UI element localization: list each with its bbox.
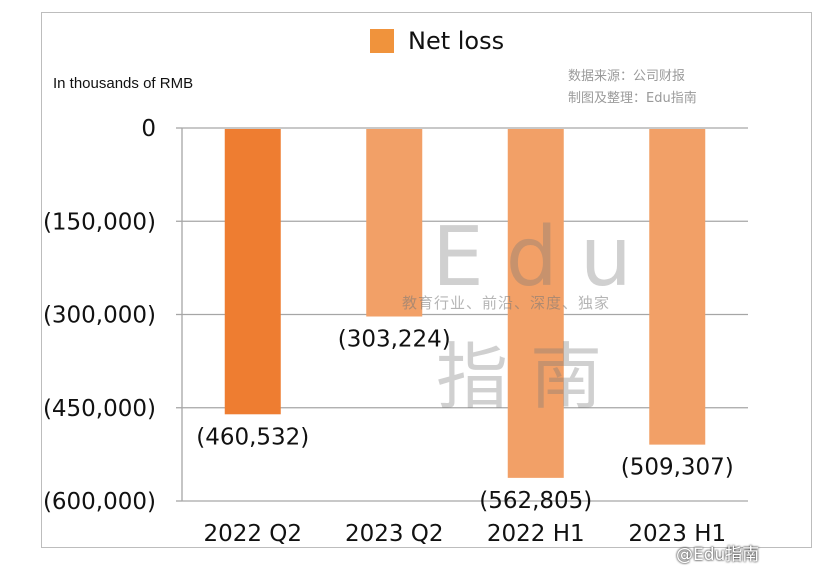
- bar: [649, 129, 706, 445]
- y-tick-label: (600,000): [43, 489, 156, 515]
- data-label: (303,224): [338, 327, 451, 353]
- source-note: 数据来源：公司财报 制图及整理：Edu指南: [568, 66, 697, 110]
- legend-label: Net loss: [408, 27, 505, 55]
- unit-label: In thousands of RMB: [53, 75, 194, 92]
- y-tick-label: (150,000): [43, 209, 156, 235]
- source-line-1: 数据来源：公司财报: [568, 69, 686, 84]
- y-tick-label: 0: [141, 116, 156, 142]
- data-label: (562,805): [479, 488, 592, 514]
- watermark-edu: Edu: [432, 210, 654, 305]
- category-label: 2023 H1: [628, 521, 726, 547]
- legend-swatch: [370, 29, 394, 53]
- bar: [366, 129, 423, 317]
- y-tick-label: (300,000): [43, 303, 156, 329]
- bar: [224, 129, 281, 415]
- source-line-2: 制图及整理：Edu指南: [568, 91, 697, 106]
- watermark-tagline: 教育行业、前沿、深度、独家: [402, 294, 611, 312]
- data-label: (509,307): [621, 455, 734, 481]
- category-label: 2023 Q2: [345, 521, 444, 547]
- corner-watermark: @Edu指南: [676, 545, 760, 565]
- category-label: 2022 Q2: [203, 521, 302, 547]
- watermark-cn: 指南: [436, 335, 625, 419]
- bar: [507, 129, 564, 478]
- category-label: 2022 H1: [487, 521, 585, 547]
- y-tick-label: (450,000): [43, 396, 156, 422]
- chart-frame: [41, 12, 812, 548]
- legend: Net loss: [370, 27, 504, 55]
- data-label: (460,532): [196, 424, 309, 450]
